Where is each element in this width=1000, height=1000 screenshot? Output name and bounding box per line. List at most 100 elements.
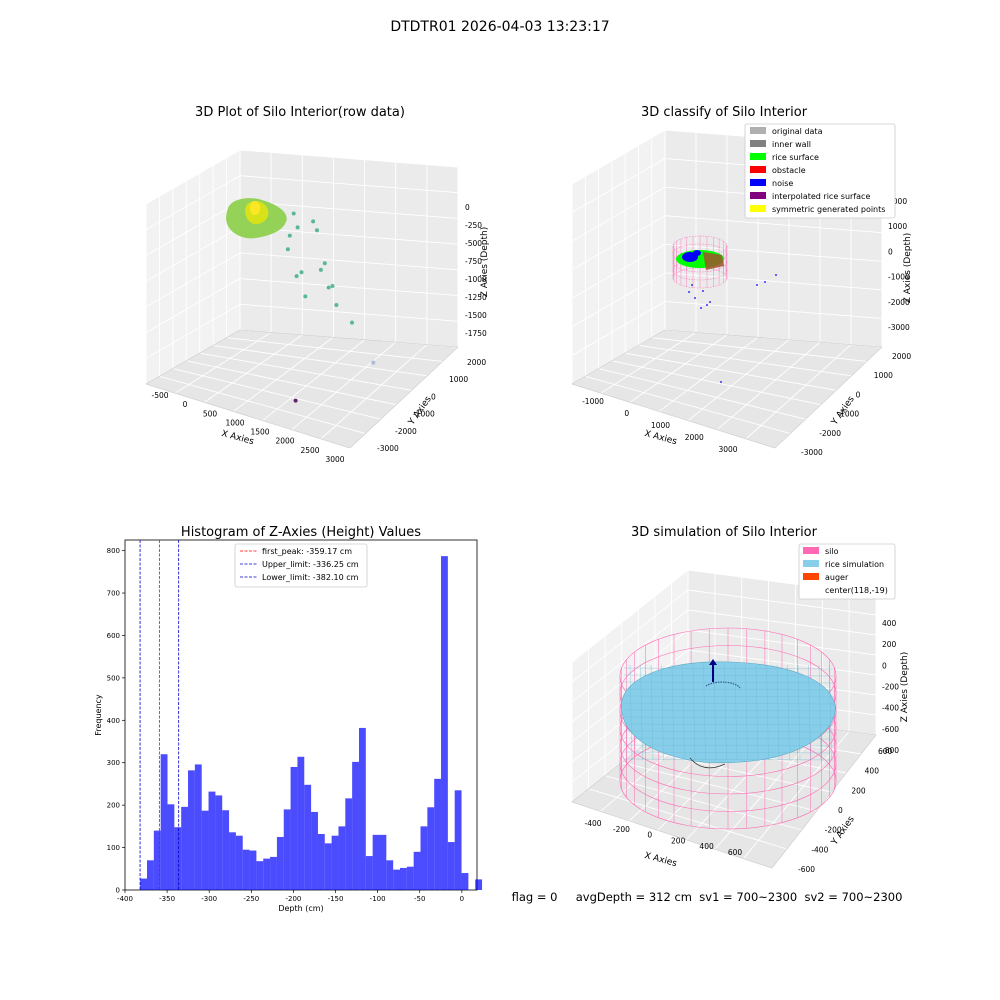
surface-mesh-line [671, 664, 675, 761]
histogram-bar [345, 798, 353, 890]
y-tick-label: -200 [825, 826, 842, 835]
histogram-bar [140, 878, 147, 890]
z-tick-label: -3000 [888, 323, 910, 332]
histogram-bar [386, 860, 394, 890]
noise-point [702, 290, 704, 292]
z-tick-label: -600 [882, 725, 899, 734]
legend-label: noise [772, 179, 793, 188]
grid-line [600, 332, 697, 394]
grid-line [145, 175, 241, 231]
floor-pane [572, 710, 876, 868]
z-tick-label: -1000 [888, 273, 910, 282]
panel4-zlabel: Z Axies (Depth) [900, 652, 910, 723]
grid-line [571, 243, 666, 299]
data-point [299, 270, 304, 275]
panel4-ticks: -400 -200 0 200 400 600 -600 -400 -200 0 200 400 600… [584, 619, 899, 874]
z-tick-label: -1250 [465, 293, 487, 302]
y-tick-label: 2000 [892, 352, 911, 361]
panel1-points [226, 198, 376, 403]
grid-line [571, 272, 666, 328]
grid-line [239, 175, 459, 194]
grid-line [239, 149, 459, 168]
data-point [371, 360, 376, 365]
histogram-bar [263, 858, 271, 890]
legend-label: symmetric generated points [772, 205, 885, 214]
y-tick-label: 600 [107, 632, 120, 640]
grid-line [571, 629, 689, 723]
grid-line [598, 368, 806, 420]
legend-label: auger [825, 573, 849, 582]
histogram-bar [174, 827, 182, 890]
axis-edge [774, 346, 883, 449]
data-point [330, 284, 335, 288]
y-tick-label: 700 [107, 590, 120, 598]
surface-mesh-line [755, 664, 759, 761]
legend-label: inner wall [772, 140, 811, 149]
legend-swatch [803, 547, 819, 554]
grid-line [145, 278, 241, 333]
grid-line [585, 375, 791, 435]
grid-line [226, 337, 443, 362]
histogram-bar [461, 873, 469, 890]
x-tick-label: 200 [671, 836, 686, 845]
grid-line [239, 278, 459, 297]
y-tick-label: 500 [107, 674, 120, 682]
legend-label: original data [772, 127, 823, 136]
x-tick-label: -100 [370, 895, 386, 903]
histogram-bar [393, 869, 400, 890]
grid-line [716, 341, 821, 431]
histogram-ylabel: Frequency [94, 694, 103, 736]
axis-edge [145, 329, 241, 385]
legend-label: obstacle [772, 166, 806, 175]
z-tick-label: 200 [882, 640, 897, 649]
histogram-bar [194, 764, 202, 890]
grid-line [145, 201, 241, 256]
panel-raw-data: 3D Plot of Silo Interior(row data) -500 0… [145, 105, 490, 464]
surface-mesh-line [623, 737, 835, 740]
legend-swatch [803, 560, 819, 567]
z-tick-label: 0 [465, 203, 470, 212]
histogram-bar [290, 766, 298, 890]
histogram-bar [215, 795, 223, 890]
panel1-axes-box [145, 149, 459, 449]
surface-mesh-line [623, 723, 835, 726]
z-tick-label: 0 [882, 661, 887, 670]
axis-edge [571, 801, 773, 869]
y-tick-label: -2000 [395, 427, 417, 436]
y-tick-label: -3000 [801, 448, 823, 457]
legend-label: interpolated rice surface [772, 192, 870, 201]
back-left-pane [572, 130, 665, 384]
grid-line [213, 344, 428, 377]
x-tick-label: 0 [624, 409, 629, 418]
data-point [334, 303, 339, 307]
z-tick-label: -800 [882, 746, 899, 755]
panel2-title: 3D classify of Silo Interior [641, 105, 808, 120]
grid-line [174, 332, 272, 394]
y-tick-label: 400 [107, 717, 120, 725]
histogram-bar [242, 849, 250, 890]
noise-point [720, 381, 722, 383]
grid-line [233, 336, 334, 412]
grid-line [687, 589, 877, 616]
grid-line [588, 788, 787, 850]
y-tick-label: 0 [431, 392, 436, 401]
histogram-bar [147, 860, 154, 890]
z-tick-label: -200 [882, 683, 899, 692]
histogram-bar [331, 835, 339, 890]
axis-edge [571, 329, 666, 385]
panel1-title: 3D Plot of Silo Interior(row data) [195, 105, 405, 120]
panel2-legend: original data inner wall rice surface obsta… [744, 123, 896, 219]
histogram-bar [270, 856, 277, 890]
grid-line [687, 339, 790, 421]
y-tick-label: 200 [851, 786, 866, 795]
histogram-bar [358, 727, 366, 890]
grid-line [687, 609, 877, 636]
surface-mesh-line [623, 695, 835, 698]
x-tick-label: 1000 [651, 421, 670, 430]
surface-mesh-line [623, 702, 835, 705]
surface-mesh-line [650, 664, 654, 761]
histogram-bar [427, 807, 435, 890]
surface-mesh-line [682, 664, 685, 761]
y-tick-label: 400 [865, 767, 880, 776]
